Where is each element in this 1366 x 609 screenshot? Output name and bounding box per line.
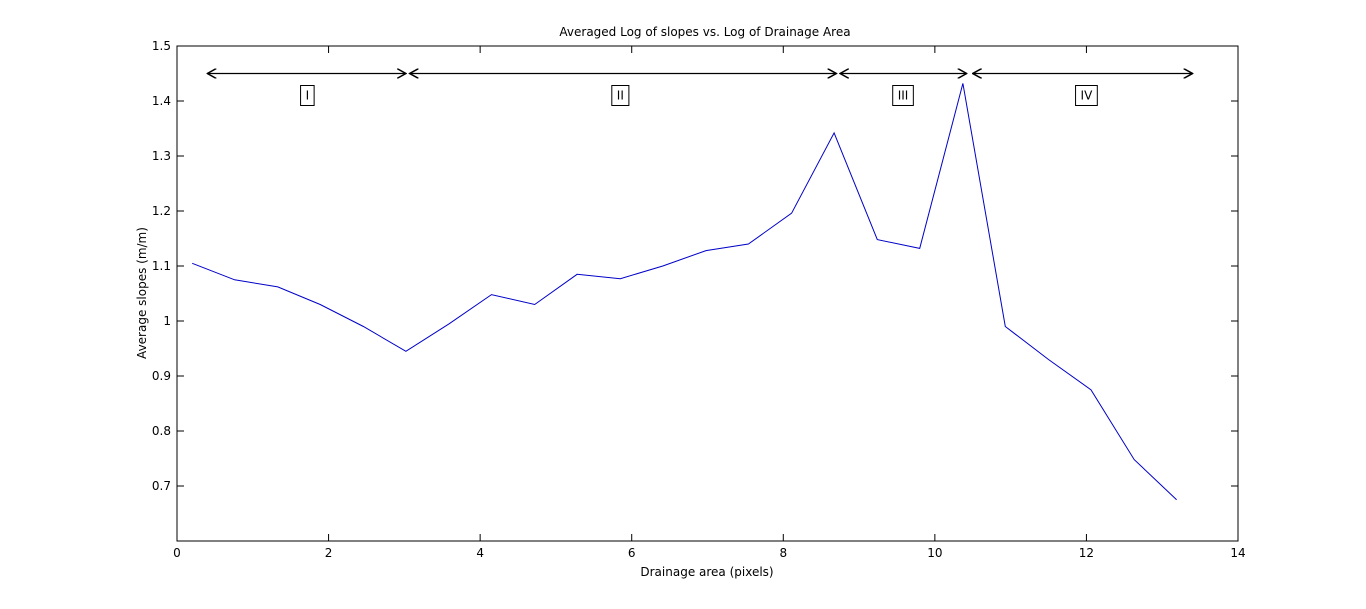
data-point <box>1048 359 1049 360</box>
series-group <box>192 83 1177 501</box>
data-point <box>1090 389 1091 390</box>
data-point <box>277 286 278 287</box>
data-point <box>491 294 492 295</box>
y-tick-label: 0.8 <box>152 424 171 438</box>
y-tick-label: 1.1 <box>152 259 171 273</box>
data-point <box>577 274 578 275</box>
data-point <box>791 213 792 214</box>
y-tick-label: 0.7 <box>152 479 171 493</box>
y-axis-title: Average slopes (m/m) <box>135 227 149 359</box>
data-point <box>834 132 835 133</box>
x-tick-label: 2 <box>325 546 333 560</box>
y-tick-label: 1.4 <box>152 94 171 108</box>
data-point <box>620 278 621 279</box>
data-point <box>534 304 535 305</box>
axis-ticks: 0 2 4 6 8 10 12 14 0.7 0.8 0.9 1 1.1 1.2 1.3 1.4 1.5 <box>152 39 1246 560</box>
data-point <box>320 304 321 305</box>
y-tick-label: 1.5 <box>152 39 171 53</box>
data-point <box>662 266 663 267</box>
series-line-0 <box>192 83 1177 501</box>
data-point <box>962 83 963 84</box>
chart-title: Averaged Log of slopes vs. Log of Draina… <box>559 25 850 39</box>
data-point <box>1134 459 1135 460</box>
region-label-IV: IV <box>1081 89 1094 103</box>
plot-frame <box>176 45 1239 542</box>
x-tick-label: 12 <box>1079 546 1094 560</box>
data-point <box>449 323 450 324</box>
data-point <box>1176 499 1177 500</box>
data-point <box>705 250 706 251</box>
region-label-I: I <box>306 89 310 103</box>
region-label-box <box>611 85 630 106</box>
y-tick-label: 1.2 <box>152 204 171 218</box>
x-tick-label: 4 <box>476 546 484 560</box>
region-label-box <box>1075 85 1098 106</box>
x-tick-label: 14 <box>1230 546 1245 560</box>
data-point <box>192 263 193 264</box>
region-label-III: III <box>898 89 909 103</box>
region-label-box <box>892 85 914 106</box>
region-annotations: I II III IV <box>207 74 1192 106</box>
x-tick-label: 6 <box>628 546 636 560</box>
x-tick-label: 10 <box>927 546 942 560</box>
y-tick-label: 1.3 <box>152 149 171 163</box>
x-tick-label: 0 <box>173 546 181 560</box>
data-point <box>919 248 920 249</box>
data-point <box>363 326 364 327</box>
data-point <box>1005 326 1006 327</box>
data-point <box>877 239 878 240</box>
x-tick-label: 8 <box>779 546 787 560</box>
x-axis-title: Drainage area (pixels) <box>640 565 773 579</box>
data-point <box>748 244 749 245</box>
region-label-box <box>300 85 315 106</box>
data-point <box>234 279 235 280</box>
y-tick-label: 0.9 <box>152 369 171 383</box>
y-tick-label: 1 <box>163 314 171 328</box>
data-point <box>405 351 406 352</box>
region-label-II: II <box>617 89 624 103</box>
